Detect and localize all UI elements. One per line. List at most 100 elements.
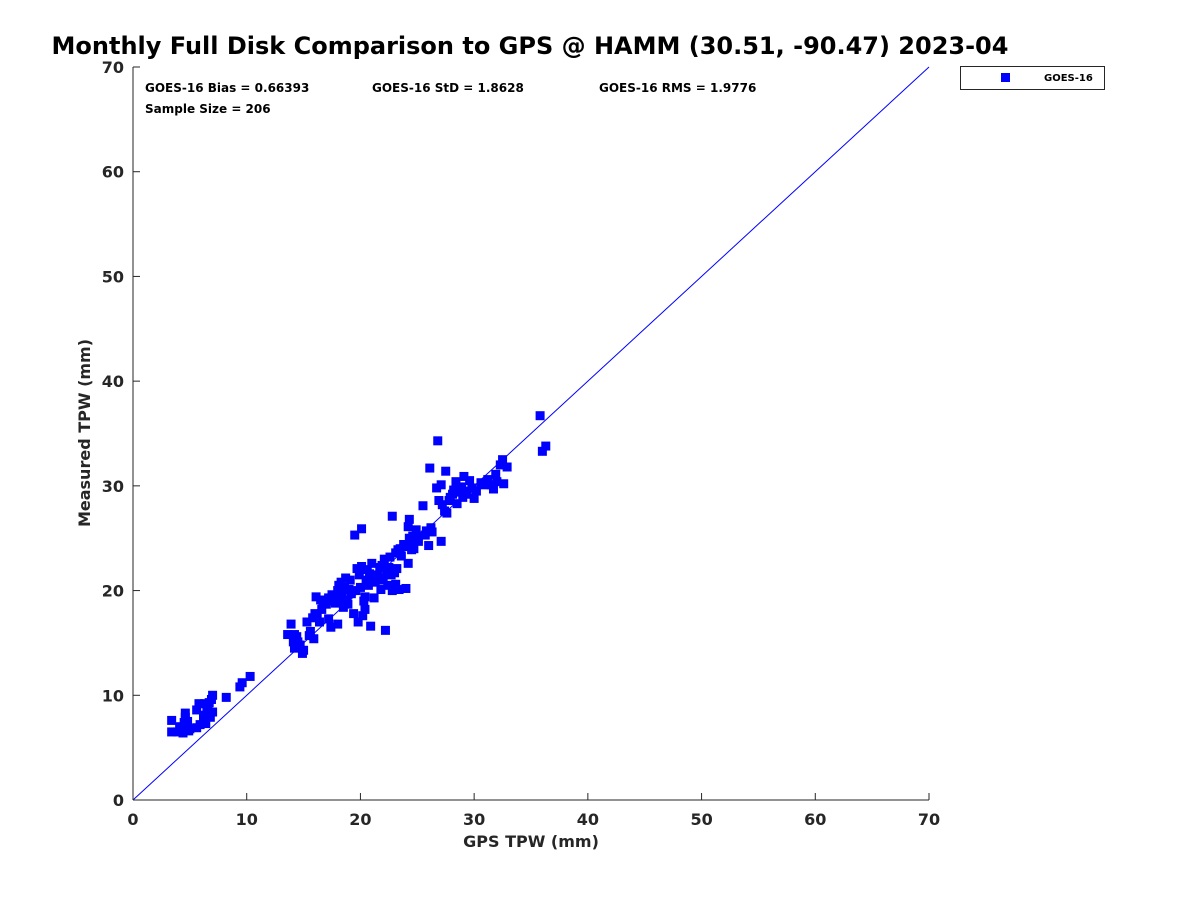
data-point [437, 500, 447, 510]
x-tick-label: 0 [127, 810, 138, 829]
data-point [384, 563, 394, 573]
y-axis-label: Measured TPW (mm) [75, 339, 94, 527]
data-point [424, 541, 434, 551]
data-point [192, 705, 202, 715]
data-point [441, 466, 451, 476]
data-point [172, 727, 182, 737]
data-point [421, 526, 431, 536]
y-tick-label: 20 [102, 582, 124, 601]
data-points-goes-16 [167, 411, 551, 738]
data-point [457, 482, 467, 492]
data-point [418, 501, 428, 511]
data-point [299, 645, 309, 655]
y-tick-label: 10 [102, 686, 124, 705]
bias-stat: GOES-16 Bias = 0.66393 [145, 81, 309, 95]
data-point [387, 586, 397, 596]
data-point [288, 637, 298, 647]
data-point [462, 489, 472, 499]
data-point [345, 575, 355, 585]
data-point [467, 483, 477, 493]
legend-label: GOES-16 [1044, 73, 1093, 84]
chart-title: Monthly Full Disk Comparison to GPS @ HA… [52, 32, 1009, 60]
x-tick-label: 50 [690, 810, 712, 829]
y-tick-label: 30 [102, 477, 124, 496]
data-point [221, 692, 231, 702]
data-point [194, 699, 204, 709]
x-tick-label: 40 [577, 810, 599, 829]
data-point [305, 626, 315, 636]
data-point [498, 455, 508, 465]
one-to-one-line [132, 66, 930, 801]
data-point [208, 707, 218, 717]
data-point [335, 596, 345, 606]
data-point [283, 630, 293, 640]
data-point [368, 571, 378, 581]
data-point [408, 531, 418, 541]
data-point [354, 570, 364, 580]
x-tick-label: 20 [349, 810, 371, 829]
data-point [491, 469, 501, 479]
data-point [185, 724, 195, 734]
data-point [499, 479, 509, 489]
data-point [427, 527, 437, 537]
data-point [360, 592, 370, 602]
data-point [333, 586, 343, 596]
data-point [380, 625, 390, 635]
data-point [295, 640, 305, 650]
data-point [471, 486, 481, 496]
data-point [324, 614, 334, 624]
plot-area: 0 10 20 30 40 50 60 70 0 10 20 30 40 50 60 70 [102, 58, 940, 829]
x-tick-label: 10 [236, 810, 258, 829]
data-point [432, 483, 442, 493]
data-point [317, 604, 327, 614]
data-point [488, 484, 498, 494]
data-point [340, 582, 350, 592]
data-point [535, 411, 545, 421]
data-point [537, 446, 547, 456]
data-point [454, 487, 464, 497]
data-point [309, 634, 319, 644]
data-point [208, 690, 218, 700]
y-tick-label: 70 [102, 58, 124, 77]
data-point [237, 678, 247, 688]
data-point [391, 579, 401, 589]
data-point [357, 524, 367, 534]
data-point [492, 477, 502, 487]
data-point [401, 583, 411, 593]
data-point [183, 716, 193, 726]
legend: GOES-16 [960, 66, 1105, 90]
y-axis-ticks: 0 10 20 30 40 50 60 70 [102, 58, 140, 810]
data-point [366, 621, 376, 631]
data-point [358, 611, 368, 621]
data-point [458, 492, 468, 502]
stats-box: GOES-16 Bias = 0.66393 GOES-16 StD = 1.8… [145, 81, 756, 116]
data-point [483, 475, 493, 485]
data-point [479, 480, 489, 490]
data-point [376, 585, 386, 595]
data-point [405, 538, 415, 548]
data-point [374, 573, 384, 583]
rms-stat: GOES-16 RMS = 1.9776 [599, 81, 756, 95]
data-point [292, 632, 302, 642]
data-point [387, 511, 397, 521]
data-point [355, 582, 365, 592]
data-point [350, 530, 360, 540]
data-point [343, 599, 353, 609]
data-point [409, 544, 419, 554]
y-tick-label: 50 [102, 267, 124, 286]
x-axis-ticks: 0 10 20 30 40 50 60 70 [127, 793, 940, 829]
data-point [385, 552, 395, 562]
data-point [541, 441, 551, 451]
data-point [199, 710, 209, 720]
data-point [396, 551, 406, 561]
data-point [286, 619, 296, 629]
data-point [352, 564, 362, 574]
legend-box [960, 66, 1105, 90]
data-point [411, 525, 421, 535]
data-point [433, 436, 443, 446]
y-tick-label: 40 [102, 372, 124, 391]
data-point [442, 508, 452, 518]
data-point [394, 585, 404, 595]
x-tick-label: 60 [804, 810, 826, 829]
